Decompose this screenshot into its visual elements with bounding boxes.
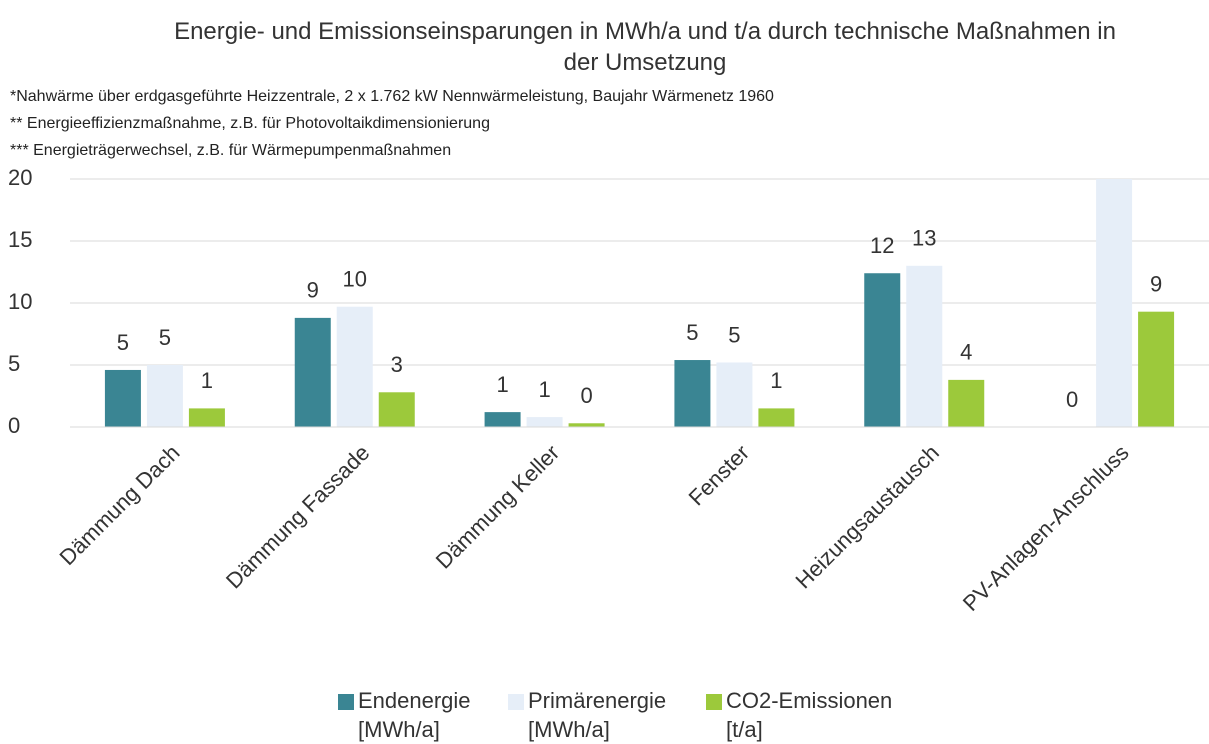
data-label: 1 bbox=[201, 368, 213, 393]
data-label: 5 bbox=[159, 325, 171, 350]
data-label: 9 bbox=[1150, 271, 1162, 296]
data-label: 1 bbox=[770, 368, 782, 393]
bar bbox=[906, 265, 943, 427]
x-tick-label: Dämmung Fassade bbox=[221, 440, 374, 593]
y-tick-label: 0 bbox=[8, 413, 20, 438]
bar bbox=[336, 306, 373, 427]
bar bbox=[188, 408, 225, 427]
legend-swatch bbox=[338, 694, 354, 710]
bar bbox=[1138, 311, 1175, 427]
x-tick-label: Dämmung Keller bbox=[431, 440, 565, 574]
bar bbox=[378, 392, 415, 427]
bar bbox=[146, 365, 183, 427]
data-label: 12 bbox=[870, 233, 894, 258]
data-label: 9 bbox=[307, 278, 319, 303]
data-label: 0 bbox=[580, 383, 592, 408]
data-label: 5 bbox=[117, 330, 129, 355]
bar bbox=[526, 417, 563, 427]
bar bbox=[674, 360, 711, 427]
bar bbox=[484, 412, 521, 427]
legend-swatch bbox=[706, 694, 722, 710]
bar bbox=[1096, 179, 1133, 427]
data-label: 5 bbox=[686, 320, 698, 345]
bar bbox=[104, 369, 141, 427]
y-tick-label: 20 bbox=[8, 165, 32, 190]
x-tick-label: PV-Anlagen-Anschluss bbox=[958, 440, 1134, 616]
chart-title: Energie- und Emissionseinsparungen in MW… bbox=[174, 18, 1116, 76]
data-label: 0 bbox=[1066, 387, 1078, 412]
data-label: 5 bbox=[728, 322, 740, 347]
bar bbox=[758, 408, 795, 427]
bar bbox=[568, 423, 605, 427]
data-label: 4 bbox=[960, 340, 972, 365]
data-label: 10 bbox=[343, 267, 367, 292]
y-tick-label: 10 bbox=[8, 289, 32, 314]
bar bbox=[716, 362, 753, 427]
legend-label: CO2-Emissionen [t/a] bbox=[726, 688, 893, 742]
x-tick-label: Heizungsaustausch bbox=[790, 440, 943, 593]
data-label: 13 bbox=[912, 226, 936, 251]
y-tick-label: 15 bbox=[8, 227, 32, 252]
data-label: 3 bbox=[391, 352, 403, 377]
legend-label: Primärenergie [MWh/a] bbox=[528, 688, 667, 742]
bar bbox=[864, 273, 901, 427]
bar bbox=[294, 317, 331, 427]
y-tick-label: 5 bbox=[8, 351, 20, 376]
x-tick-label: Dämmung Dach bbox=[54, 440, 184, 570]
legend-swatch bbox=[508, 694, 524, 710]
data-label: 1 bbox=[538, 377, 550, 402]
footnote: *Nahwärme über erdgasgeführte Heizzentra… bbox=[10, 88, 774, 106]
bar bbox=[948, 379, 985, 427]
footnote: ** Energieeffizienzmaßnahme, z.B. für Ph… bbox=[10, 115, 490, 133]
footnote: *** Energieträgerwechsel, z.B. für Wärme… bbox=[10, 142, 452, 160]
data-label: 1 bbox=[496, 372, 508, 397]
x-tick-label: Fenster bbox=[684, 440, 754, 510]
legend-label: Endenergie [MWh/a] bbox=[358, 688, 471, 742]
